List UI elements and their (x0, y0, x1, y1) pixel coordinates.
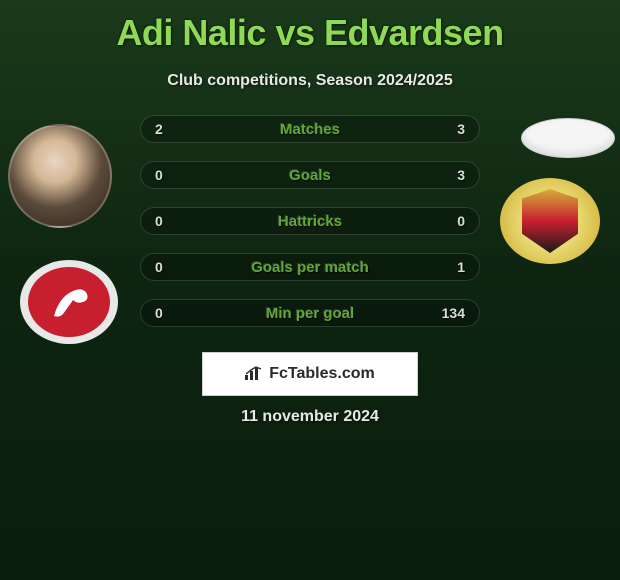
chart-icon (245, 366, 263, 383)
stat-left-value: 0 (155, 305, 163, 321)
comparison-subtitle: Club competitions, Season 2024/2025 (0, 72, 620, 90)
stat-row-goals-per-match: 0 Goals per match 1 (140, 253, 480, 281)
player-right-photo (521, 118, 615, 158)
stat-left-value: 0 (155, 259, 163, 275)
stat-right-value: 0 (457, 213, 465, 229)
comparison-date: 11 november 2024 (0, 408, 620, 426)
stat-left-value: 0 (155, 167, 163, 183)
player-left-photo (8, 124, 112, 228)
stat-label: Goals (289, 167, 331, 184)
flamingo-icon (39, 278, 99, 326)
stat-row-hattricks: 0 Hattricks 0 (140, 207, 480, 235)
stat-left-value: 0 (155, 213, 163, 229)
stat-row-matches: 2 Matches 3 (140, 115, 480, 143)
stat-right-value: 134 (442, 305, 465, 321)
stat-left-value: 2 (155, 121, 163, 137)
stats-container: 2 Matches 3 0 Goals 3 0 Hattricks 0 0 Go… (140, 115, 480, 345)
watermark-badge: FcTables.com (202, 352, 418, 396)
club-left-badge-inner (28, 267, 110, 337)
stat-label: Min per goal (266, 305, 354, 322)
stat-row-min-per-goal: 0 Min per goal 134 (140, 299, 480, 327)
eagle-shield-icon (522, 189, 578, 253)
comparison-title: Adi Nalic vs Edvardsen (0, 0, 620, 54)
stat-label: Hattricks (278, 213, 342, 230)
stat-row-goals: 0 Goals 3 (140, 161, 480, 189)
stat-label: Matches (280, 121, 340, 138)
watermark-text: FcTables.com (269, 365, 375, 383)
stat-right-value: 1 (457, 259, 465, 275)
stat-right-value: 3 (457, 167, 465, 183)
club-left-badge (20, 260, 118, 344)
club-right-badge (500, 178, 600, 264)
stat-label: Goals per match (251, 259, 369, 276)
stat-right-value: 3 (457, 121, 465, 137)
